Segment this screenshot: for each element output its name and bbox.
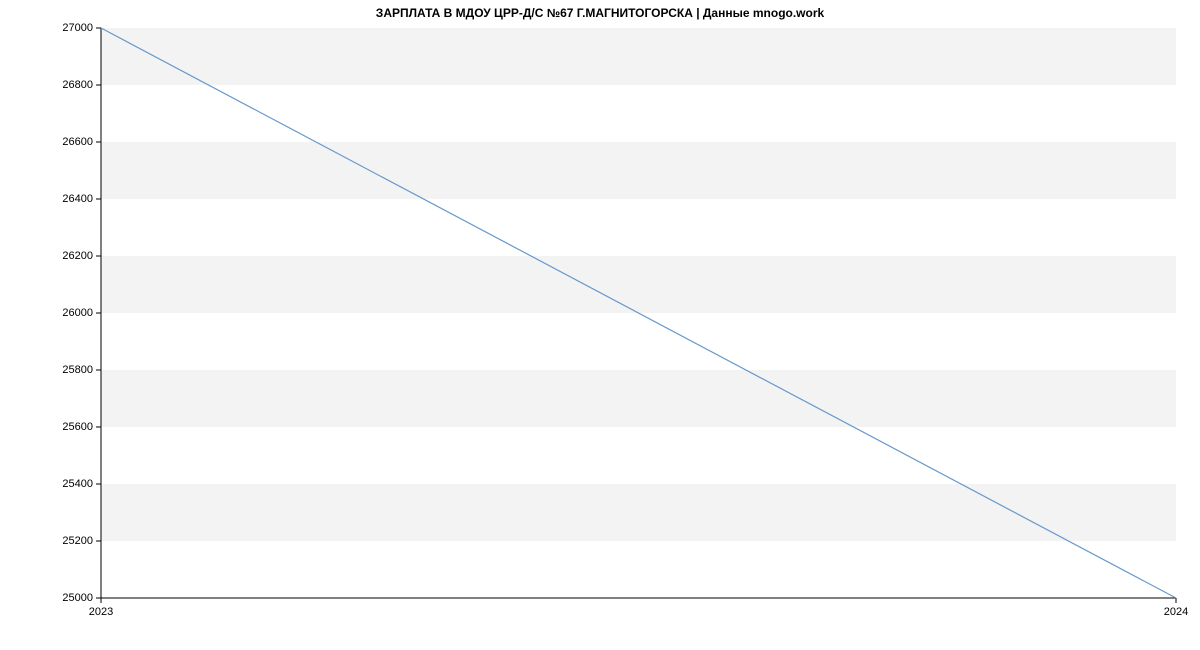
chart-title: ЗАРПЛАТА В МДОУ ЦРР-Д/С №67 Г.МАГНИТОГОР… (0, 6, 1200, 20)
y-tick-label: 26000 (62, 307, 93, 319)
salary-line-chart: ЗАРПЛАТА В МДОУ ЦРР-Д/С №67 Г.МАГНИТОГОР… (0, 0, 1200, 650)
y-tick-label: 26200 (62, 250, 93, 262)
y-tick-label: 26600 (62, 136, 93, 148)
y-tick-label: 25000 (62, 592, 93, 604)
y-tick-label: 25200 (62, 535, 93, 547)
y-tick-label: 27000 (62, 22, 93, 34)
x-tick-label: 2023 (89, 606, 113, 618)
y-tick-label: 26800 (62, 79, 93, 91)
y-tick-label: 25800 (62, 364, 93, 376)
chart-svg: 25000 25200 25400 25600 25800 26000 26200 26400… (0, 0, 1200, 650)
x-tick-label: 2024 (1164, 606, 1188, 618)
y-tick-label: 25400 (62, 478, 93, 490)
y-tick-label: 26400 (62, 193, 93, 205)
y-tick-label: 25600 (62, 421, 93, 433)
